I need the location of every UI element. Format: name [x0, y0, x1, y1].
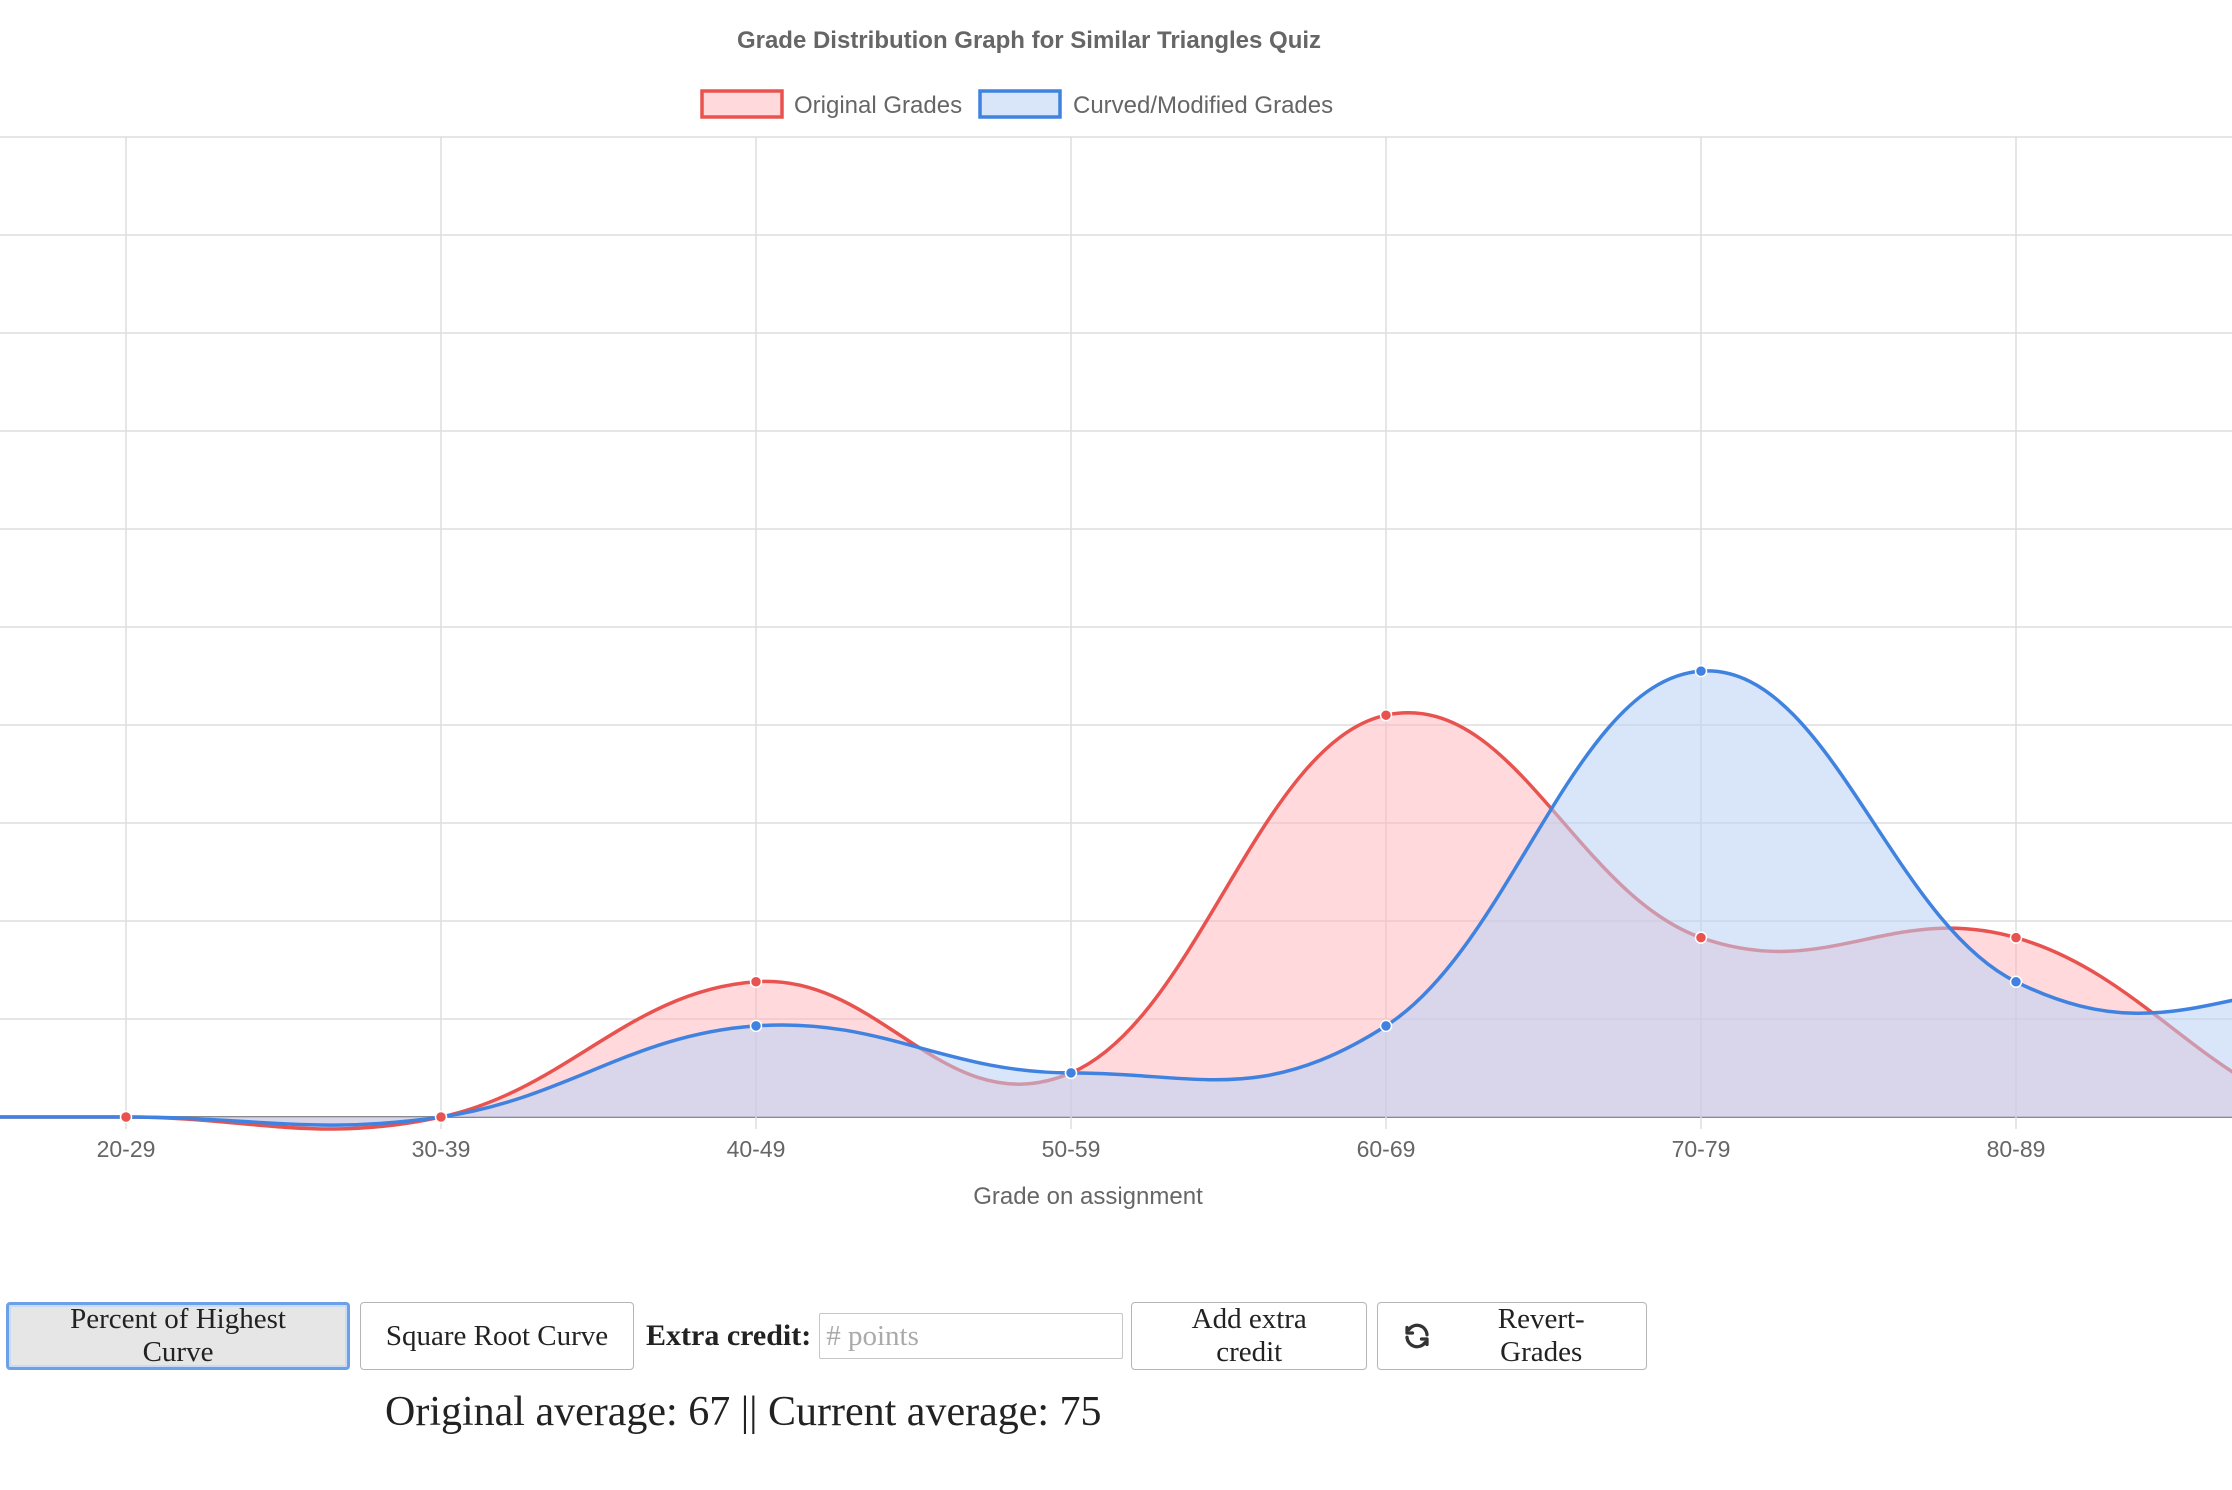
x-tick-label: 60-69	[1357, 1136, 1416, 1162]
x-tick-label: 40-49	[727, 1136, 786, 1162]
x-tick-label: 80-89	[1987, 1136, 2046, 1162]
x-tick-label: 50-59	[1042, 1136, 1101, 1162]
data-point[interactable]	[119, 1110, 133, 1124]
chart-legend: Original Grades Curved/Modified Grades	[700, 89, 1333, 119]
refresh-icon	[1402, 1321, 1432, 1351]
legend-swatch[interactable]	[700, 89, 784, 119]
data-point[interactable]	[1379, 1019, 1393, 1033]
data-point[interactable]	[434, 1110, 448, 1124]
legend-label[interactable]: Curved/Modified Grades	[1073, 92, 1333, 119]
averages-summary: Original average: 67 || Current average:…	[385, 1389, 1102, 1435]
percent-of-highest-curve-button[interactable]: Percent of Highest Curve	[6, 1302, 350, 1370]
data-point[interactable]	[1064, 1066, 1078, 1080]
data-point[interactable]	[1694, 931, 1708, 944]
revert-grades-button[interactable]: Revert-Grades	[1377, 1302, 1648, 1370]
legend-swatch[interactable]	[978, 89, 1062, 119]
revert-grades-label: Revert-Grades	[1497, 1303, 1585, 1368]
data-point[interactable]	[749, 1019, 763, 1033]
data-point[interactable]	[1379, 708, 1393, 722]
chart-points	[119, 664, 2023, 1124]
data-point[interactable]	[2009, 975, 2023, 989]
x-axis-title: Grade on assignment	[973, 1183, 1203, 1210]
x-tick-label: 30-39	[412, 1136, 471, 1162]
x-tick-label: 70-79	[1672, 1136, 1731, 1162]
extra-credit-input[interactable]	[819, 1313, 1124, 1359]
data-point[interactable]	[749, 975, 763, 989]
series-line	[0, 669, 2232, 1127]
grade-distribution-chart: Grade Distribution Graph for Similar Tri…	[0, 27, 2232, 1210]
square-root-curve-button[interactable]: Square Root Curve	[360, 1302, 634, 1370]
extra-credit-label: Extra credit:	[646, 1319, 812, 1352]
legend-label[interactable]: Original Grades	[794, 92, 962, 119]
data-point[interactable]	[2009, 931, 2023, 944]
curve-controls: Percent of Highest Curve Square Root Cur…	[6, 1302, 1657, 1370]
chart-series	[0, 669, 2232, 1131]
series-area	[0, 671, 2232, 1126]
x-axis-ticks: 20-29 30-39 40-49 50-59 60-69 70-79 80-89	[97, 1136, 2046, 1162]
chart-title: Grade Distribution Graph for Similar Tri…	[737, 27, 1321, 54]
data-point[interactable]	[1694, 664, 1708, 678]
chart-grid	[0, 136, 2232, 1129]
add-extra-credit-button[interactable]: Add extra credit	[1131, 1302, 1368, 1370]
x-tick-label: 20-29	[97, 1136, 156, 1162]
